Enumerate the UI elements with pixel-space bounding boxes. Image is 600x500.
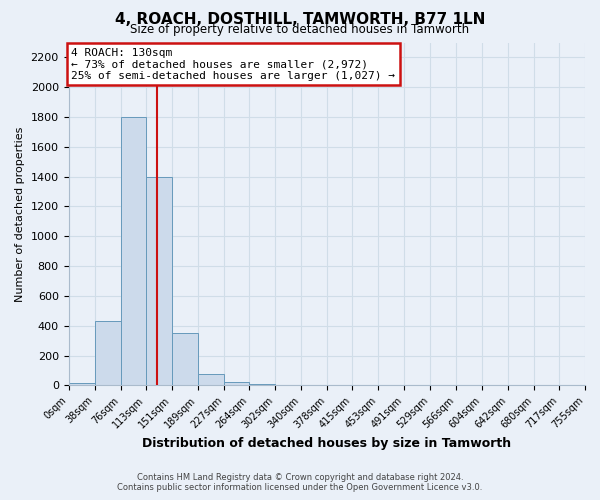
Text: 4 ROACH: 130sqm
← 73% of detached houses are smaller (2,972)
25% of semi-detache: 4 ROACH: 130sqm ← 73% of detached houses… [71, 48, 395, 81]
Text: 4, ROACH, DOSTHILL, TAMWORTH, B77 1LN: 4, ROACH, DOSTHILL, TAMWORTH, B77 1LN [115, 12, 485, 28]
X-axis label: Distribution of detached houses by size in Tamworth: Distribution of detached houses by size … [142, 437, 511, 450]
Bar [95, 321, 121, 386]
Text: Contains HM Land Registry data © Crown copyright and database right 2024.
Contai: Contains HM Land Registry data © Crown c… [118, 473, 482, 492]
Bar [198, 374, 224, 386]
Y-axis label: Number of detached properties: Number of detached properties [15, 126, 25, 302]
Bar [172, 333, 198, 386]
Bar [121, 117, 146, 386]
Bar [146, 176, 172, 386]
Bar [249, 384, 275, 386]
Bar [224, 382, 249, 386]
Text: Size of property relative to detached houses in Tamworth: Size of property relative to detached ho… [130, 22, 470, 36]
Bar [68, 383, 95, 386]
Bar [275, 384, 301, 386]
